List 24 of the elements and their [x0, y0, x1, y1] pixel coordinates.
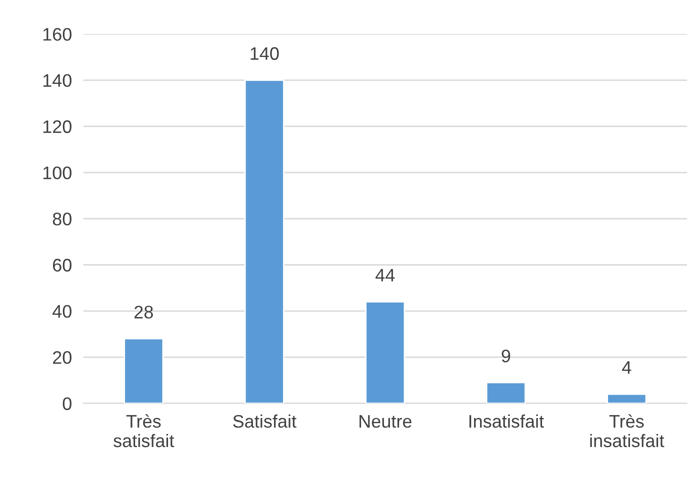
y-tick-label: 140: [43, 74, 72, 87]
bar: [244, 79, 284, 404]
data-label: 4: [622, 361, 632, 374]
bar: [365, 301, 406, 404]
y-tick-label: 80: [52, 212, 72, 226]
y-tick-label: 60: [53, 258, 72, 272]
data-label: 140: [250, 47, 279, 60]
x-tick-label: Très satisfait: [114, 414, 174, 448]
data-label: 28: [134, 306, 153, 319]
bar: [124, 338, 164, 404]
bar: [486, 382, 526, 404]
y-tick-label: 20: [52, 351, 72, 364]
y-tick-label: 120: [43, 120, 72, 134]
bar: [606, 393, 647, 404]
x-tick-label: Très insatisfait: [590, 414, 664, 448]
data-label: 9: [502, 350, 510, 362]
y-tick-label: 160: [43, 28, 72, 41]
x-tick-label: Satisfait: [233, 414, 296, 428]
y-tick-label: 0: [62, 397, 72, 410]
data-label: 44: [376, 268, 395, 282]
y-tick-label: 100: [43, 166, 72, 180]
x-tick-label: Insatisfait: [469, 414, 544, 428]
x-tick-label: Neutre: [360, 415, 412, 428]
y-tick-label: 40: [52, 304, 72, 318]
